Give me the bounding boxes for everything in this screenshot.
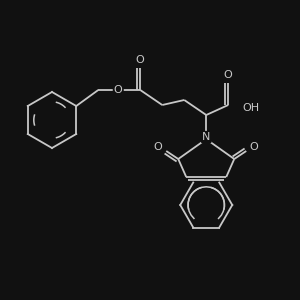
Text: N: N bbox=[202, 132, 210, 142]
Text: O: O bbox=[250, 142, 259, 152]
Text: O: O bbox=[154, 142, 163, 152]
Text: O: O bbox=[114, 85, 123, 95]
Text: O: O bbox=[136, 55, 145, 65]
Text: O: O bbox=[224, 70, 233, 80]
Text: OH: OH bbox=[242, 103, 260, 113]
